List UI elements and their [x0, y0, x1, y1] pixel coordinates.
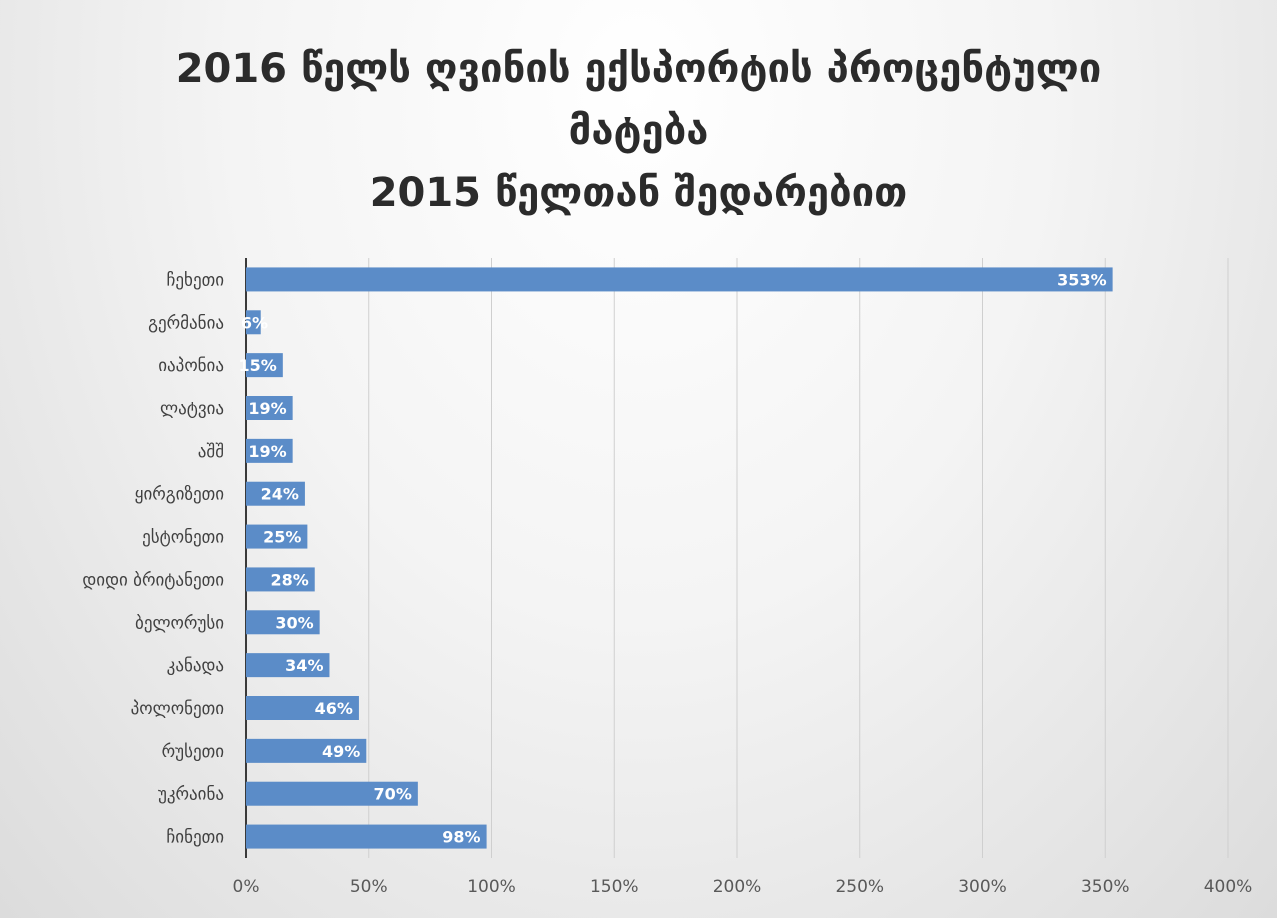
chart-title-line-1: 2016 წელს ღვინის ექსპორტის პროცენტული — [175, 46, 1102, 92]
data-label: 19% — [248, 442, 286, 461]
bar — [246, 481, 305, 506]
data-label: 46% — [315, 699, 353, 718]
data-label: 49% — [322, 742, 360, 761]
category-label: რუსეთი — [162, 742, 224, 762]
category-label: ჩეხეთი — [167, 270, 224, 290]
bar — [246, 396, 293, 420]
bar — [246, 353, 283, 378]
bar — [246, 653, 330, 678]
category-labels: ჩეხეთი გერმანია იაპონია ლატვია აშშ ყირგიზეთი ე… — [82, 270, 224, 847]
x-tick-label: 150% — [590, 877, 639, 897]
bar — [246, 524, 308, 549]
x-tick-label: 300% — [958, 877, 1007, 897]
x-tick-label: 200% — [713, 877, 762, 897]
category-label: გერმანია — [148, 313, 224, 333]
chart-title: 2016 წელს ღვინის ექსპორტის პროცენტული მა… — [0, 38, 1277, 224]
bar — [246, 738, 367, 763]
data-label: 15% — [239, 356, 277, 375]
data-label: 353% — [1057, 270, 1106, 289]
x-tick-labels: 0% 50% 100% 150% 200% 250% 300% 350% 400% — [233, 877, 1253, 897]
bar — [246, 781, 418, 806]
x-tick-label: 350% — [1081, 877, 1130, 897]
chart-title-line-2: მატება — [568, 108, 709, 154]
category-label: ბელორუსი — [135, 613, 224, 633]
data-label: 6% — [241, 313, 268, 332]
x-tick-label: 100% — [467, 877, 516, 897]
x-tick-label: 0% — [233, 877, 260, 897]
category-label: დიდი ბრიტანეთი — [82, 570, 224, 590]
category-label: იაპონია — [158, 356, 224, 376]
category-label: კანადა — [167, 656, 224, 676]
bars — [246, 267, 1113, 849]
x-tick-label: 400% — [1204, 877, 1253, 897]
bar — [246, 567, 315, 592]
bar — [246, 267, 1113, 292]
data-label: 98% — [442, 828, 480, 847]
data-labels: 353% 6% 15% 19% 19% 24% 25% 28% 30% 34% 46% 49% 70% 9… — [239, 270, 1107, 846]
grid-lines — [245, 258, 1229, 858]
category-label: ლატვია — [160, 399, 224, 419]
bar — [246, 310, 261, 335]
bar — [246, 696, 359, 720]
x-tick-label: 250% — [835, 877, 884, 897]
data-label: 34% — [285, 656, 323, 675]
bar — [246, 824, 487, 849]
x-tick-label: 50% — [350, 877, 388, 897]
data-label: 24% — [261, 485, 299, 504]
category-label: აშშ — [198, 442, 224, 462]
category-label: ჩინეთი — [166, 828, 224, 848]
data-label: 25% — [263, 528, 301, 547]
data-label: 28% — [270, 570, 308, 589]
data-label: 30% — [275, 613, 313, 632]
data-label: 70% — [374, 785, 412, 804]
category-label: ესტონეთი — [142, 528, 224, 548]
chart-title-line-3: 2015 წელთან შედარებით — [369, 170, 908, 216]
bar — [246, 610, 320, 635]
category-label: პოლონეთი — [131, 699, 224, 719]
bar — [246, 438, 293, 463]
category-label: უკრაინა — [158, 785, 224, 805]
data-label: 19% — [248, 399, 286, 418]
category-label: ყირგიზეთი — [135, 485, 224, 505]
